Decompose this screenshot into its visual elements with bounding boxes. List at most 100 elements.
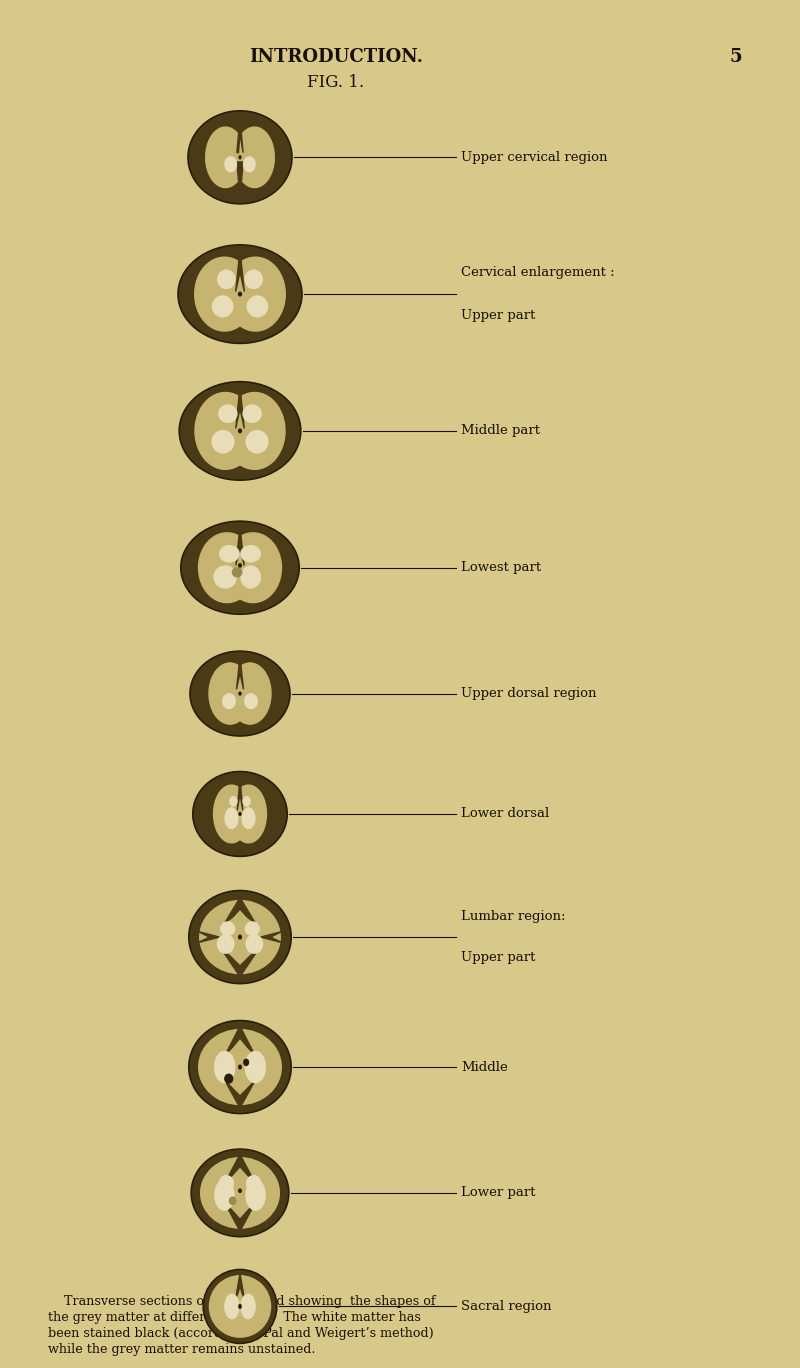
Ellipse shape	[225, 807, 238, 829]
Ellipse shape	[240, 1294, 256, 1319]
Polygon shape	[235, 127, 274, 187]
Ellipse shape	[218, 405, 238, 423]
Ellipse shape	[244, 269, 263, 289]
Polygon shape	[229, 663, 271, 724]
Polygon shape	[214, 785, 250, 843]
Ellipse shape	[238, 428, 242, 434]
Ellipse shape	[218, 1175, 234, 1192]
Ellipse shape	[181, 521, 299, 614]
Ellipse shape	[238, 934, 242, 940]
Text: 5: 5	[730, 48, 742, 66]
Ellipse shape	[244, 694, 258, 709]
Polygon shape	[226, 1155, 254, 1182]
Polygon shape	[194, 257, 254, 331]
Ellipse shape	[246, 934, 263, 953]
Ellipse shape	[217, 934, 234, 953]
Polygon shape	[236, 387, 244, 428]
Polygon shape	[235, 681, 245, 706]
Polygon shape	[226, 1204, 254, 1231]
Ellipse shape	[189, 1021, 291, 1114]
Text: INTRODUCTION.: INTRODUCTION.	[249, 48, 423, 66]
Text: FIG. 1.: FIG. 1.	[307, 74, 365, 90]
Ellipse shape	[217, 269, 236, 289]
Polygon shape	[224, 393, 285, 469]
Polygon shape	[226, 1026, 254, 1053]
Ellipse shape	[224, 156, 237, 172]
Ellipse shape	[238, 1064, 242, 1070]
Ellipse shape	[224, 1074, 234, 1083]
Text: Upper cervical region: Upper cervical region	[461, 150, 607, 164]
Ellipse shape	[224, 1294, 240, 1319]
Polygon shape	[237, 657, 243, 689]
Ellipse shape	[238, 155, 242, 160]
Text: Upper dorsal region: Upper dorsal region	[461, 687, 597, 700]
Ellipse shape	[238, 1189, 242, 1193]
Polygon shape	[225, 534, 282, 602]
Polygon shape	[227, 662, 235, 688]
Ellipse shape	[246, 1175, 262, 1192]
Polygon shape	[209, 663, 251, 724]
Ellipse shape	[242, 405, 262, 423]
Ellipse shape	[179, 382, 301, 480]
Ellipse shape	[238, 1304, 242, 1309]
Polygon shape	[236, 803, 244, 825]
Ellipse shape	[238, 691, 242, 696]
Ellipse shape	[240, 565, 261, 588]
Polygon shape	[237, 161, 243, 181]
Ellipse shape	[199, 900, 281, 974]
Ellipse shape	[220, 921, 235, 936]
Polygon shape	[237, 778, 243, 811]
Ellipse shape	[189, 891, 291, 984]
Ellipse shape	[238, 291, 242, 297]
Ellipse shape	[245, 1051, 266, 1083]
Text: Upper part: Upper part	[461, 309, 535, 321]
Ellipse shape	[229, 1197, 237, 1205]
Polygon shape	[261, 932, 282, 943]
Polygon shape	[235, 148, 245, 167]
Polygon shape	[225, 897, 255, 923]
Polygon shape	[233, 415, 247, 447]
Text: Sacral region: Sacral region	[461, 1300, 551, 1313]
Ellipse shape	[242, 796, 251, 807]
Text: Lumbar region:: Lumbar region:	[461, 910, 566, 923]
Ellipse shape	[190, 651, 290, 736]
Polygon shape	[230, 785, 266, 843]
Ellipse shape	[238, 811, 242, 817]
Polygon shape	[235, 1274, 245, 1300]
Polygon shape	[226, 257, 286, 331]
Polygon shape	[225, 1081, 255, 1108]
Polygon shape	[195, 393, 256, 469]
Ellipse shape	[211, 430, 234, 454]
Text: Lower part: Lower part	[461, 1186, 535, 1200]
Ellipse shape	[214, 1179, 234, 1211]
Polygon shape	[234, 554, 246, 581]
Ellipse shape	[214, 1051, 235, 1083]
Text: Transverse sections of spinal cord showing  the shapes of: Transverse sections of spinal cord showi…	[48, 1295, 436, 1309]
Ellipse shape	[240, 544, 261, 562]
Text: been stained black (according to Pal and Weigert’s method): been stained black (according to Pal and…	[48, 1327, 434, 1341]
Ellipse shape	[214, 565, 237, 588]
Text: while the grey matter remains unstained.: while the grey matter remains unstained.	[48, 1343, 315, 1357]
Polygon shape	[245, 662, 253, 688]
Ellipse shape	[246, 1179, 266, 1211]
Ellipse shape	[188, 111, 292, 204]
Ellipse shape	[246, 295, 268, 317]
Ellipse shape	[200, 1157, 280, 1228]
Text: Middle: Middle	[461, 1060, 508, 1074]
Ellipse shape	[219, 544, 240, 562]
Ellipse shape	[222, 694, 236, 709]
Text: Upper part: Upper part	[461, 951, 535, 964]
Ellipse shape	[229, 796, 238, 807]
Ellipse shape	[198, 1029, 282, 1105]
Ellipse shape	[178, 245, 302, 343]
Ellipse shape	[203, 1270, 277, 1343]
Ellipse shape	[238, 564, 242, 568]
Text: the grey matter at different levels.   The white matter has: the grey matter at different levels. The…	[48, 1312, 421, 1324]
Polygon shape	[222, 951, 258, 977]
Ellipse shape	[212, 295, 234, 317]
Polygon shape	[233, 279, 247, 309]
Ellipse shape	[193, 772, 287, 856]
Ellipse shape	[191, 1149, 289, 1237]
Polygon shape	[206, 127, 245, 187]
Text: Lowest part: Lowest part	[461, 561, 541, 575]
